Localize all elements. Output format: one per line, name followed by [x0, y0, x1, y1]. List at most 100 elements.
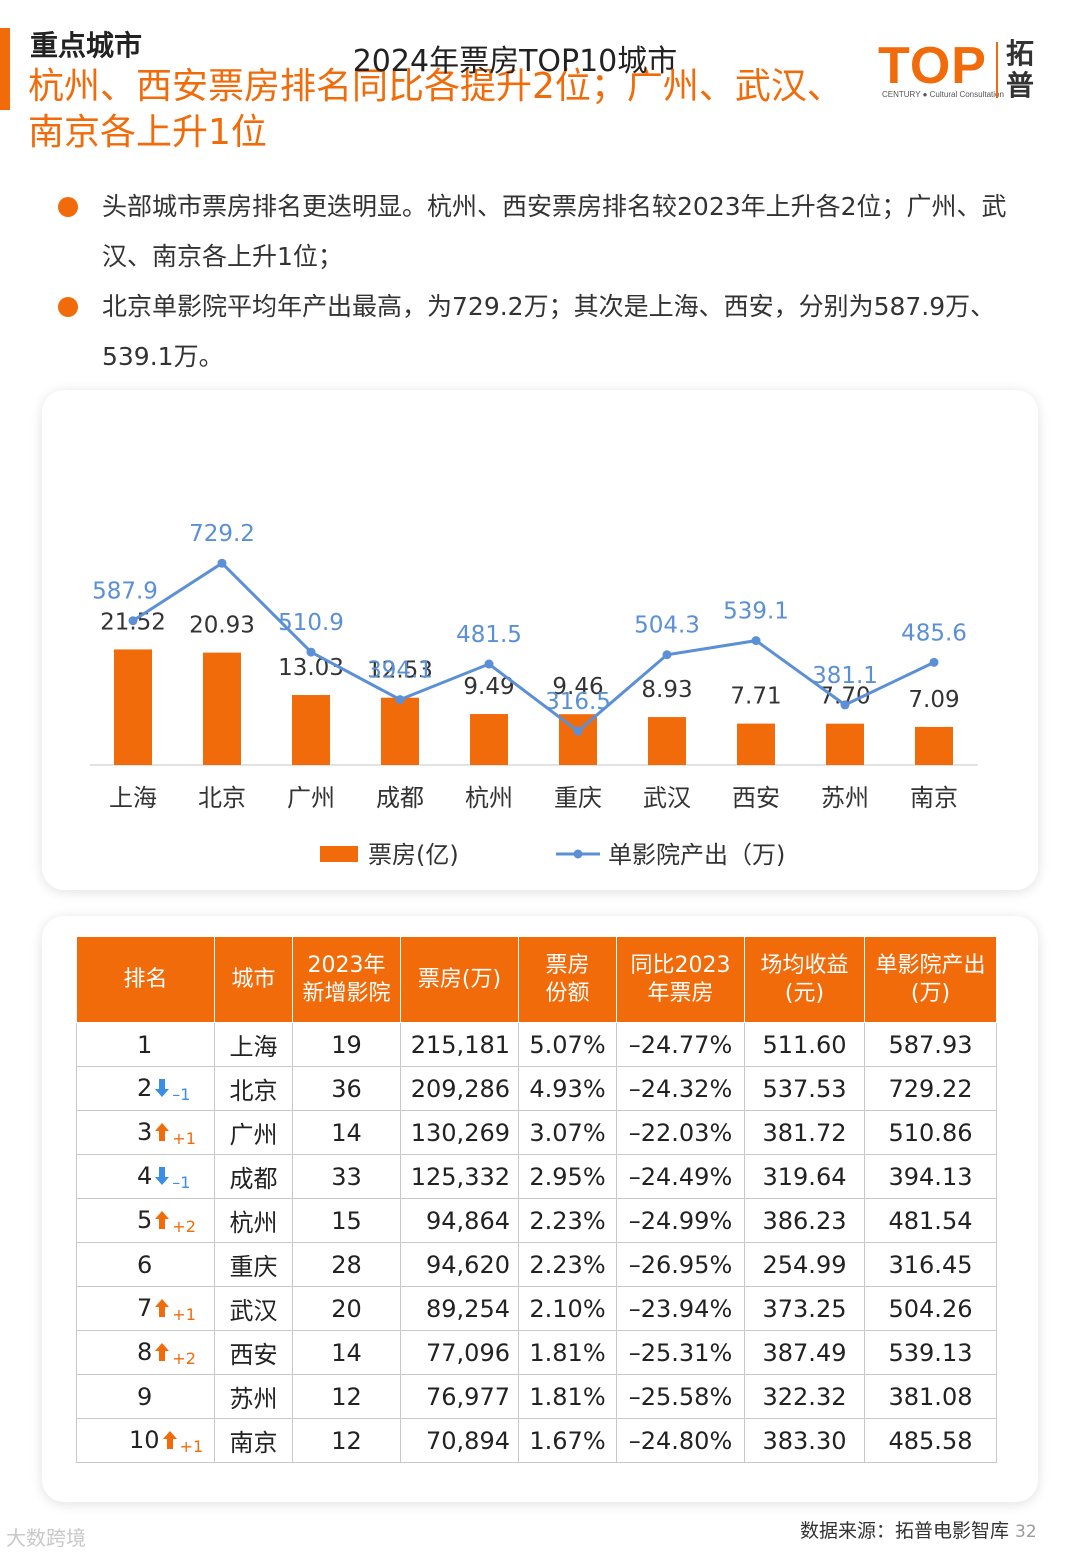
arrow-down-icon [155, 1166, 170, 1185]
line-point [751, 636, 761, 646]
bar-value-label: 13.03 [278, 655, 344, 681]
arrow-up-icon [155, 1298, 170, 1317]
rank-number: 4 [137, 1161, 153, 1190]
source-text: 数据来源：拓普电影智库 [800, 1520, 1010, 1542]
table-row: 8 +2 西安 14 77,096 1.81% –25.31% 387.49 539.13 [76, 1330, 997, 1375]
bar [737, 723, 775, 765]
line-point [395, 695, 405, 705]
city-cell: 重庆 [214, 1242, 293, 1287]
arrow-up-icon [155, 1210, 170, 1229]
share-cell: 1.67% [518, 1418, 617, 1463]
bar [114, 649, 152, 765]
new-cinemas-cell: 15 [292, 1198, 401, 1243]
line-point [306, 647, 316, 657]
box-office-cell: 89,254 [400, 1286, 519, 1331]
cinema-output-cell: 485.58 [864, 1418, 997, 1463]
yoy-cell: –24.49% [616, 1154, 745, 1199]
page-number: 32 [1015, 1522, 1037, 1542]
table-row: 7 +1 武汉 20 89,254 2.10% –23.94% 373.25 504.26 [76, 1286, 997, 1331]
rank-number: 2 [137, 1073, 153, 1102]
line-point [484, 659, 494, 669]
x-tick-label: 杭州 [465, 784, 513, 812]
page-headline: 杭州、西安票房排名同比各提升2位；广州、武汉、南京各上升1位 [28, 66, 843, 153]
x-tick-label: 上海 [109, 784, 157, 812]
box-office-cell: 70,894 [400, 1418, 519, 1463]
bar [292, 695, 330, 765]
city-cell: 武汉 [214, 1286, 293, 1331]
bar [381, 697, 419, 765]
table-row: 3 +1 广州 14 130,269 3.07% –22.03% 381.72 510.86 [76, 1110, 997, 1155]
avg-revenue-cell: 373.25 [744, 1286, 865, 1331]
column-header: 票房(万) [400, 936, 519, 1023]
column-header: 排名 [76, 936, 215, 1023]
box-office-cell: 94,864 [400, 1198, 519, 1243]
box-office-chart: 21.52上海20.93北京13.03广州12.53成都9.49杭州9.46重庆… [90, 521, 978, 869]
line-value-label: 381.1 [812, 663, 878, 689]
bar [826, 723, 864, 765]
table-row: 1 上海 19 215,181 5.07% –24.77% 511.60 587.93 [76, 1022, 997, 1067]
new-cinemas-cell: 20 [292, 1286, 401, 1331]
rank-cell: 3 +1 [76, 1110, 215, 1155]
line-value-label: 539.1 [723, 599, 789, 625]
yoy-cell: –24.99% [616, 1198, 745, 1243]
rank-cell: 2 –1 [76, 1066, 215, 1111]
cinema-output-cell: 381.08 [864, 1374, 997, 1419]
avg-revenue-cell: 322.32 [744, 1374, 865, 1419]
avg-revenue-cell: 387.49 [744, 1330, 865, 1375]
box-office-cell: 130,269 [400, 1110, 519, 1155]
bar-value-label: 8.93 [641, 677, 692, 703]
line-value-label: 504.3 [634, 613, 700, 639]
x-tick-label: 成都 [376, 784, 424, 812]
rank-cell: 4 –1 [76, 1154, 215, 1199]
column-header: 票房 份额 [518, 936, 617, 1023]
city-cell: 苏州 [214, 1374, 293, 1419]
avg-revenue-cell: 386.23 [744, 1198, 865, 1243]
x-tick-label: 广州 [287, 784, 335, 812]
rank-cell: 10 +1 [76, 1418, 215, 1463]
avg-revenue-cell: 511.60 [744, 1022, 865, 1067]
bullet-item: 头部城市票房排名更迭明显。杭州、西安票房排名较2023年上升各2位；广州、武汉、… [58, 182, 1038, 282]
line-point [840, 700, 850, 710]
legend-bar-label: 票房(亿) [368, 841, 459, 869]
output-line [132, 561, 935, 734]
top-logo: TOP CENTURY ● Cultural Consultation 拓普 [878, 36, 1058, 106]
rank-number: 1 [137, 1030, 153, 1059]
cinema-output-cell: 316.45 [864, 1242, 997, 1287]
city-cell: 成都 [214, 1154, 293, 1199]
ranking-table: 排名 城市 2023年 新增影院 票房(万) 票房 份额 同比2023 年票房 场均收益 (元) 单影… [76, 936, 997, 1463]
column-header: 场均收益 (元) [744, 936, 865, 1023]
bar-value-label: 7.71 [730, 684, 781, 710]
column-header: 2023年 新增影院 [292, 936, 401, 1023]
bar-value-label: 9.46 [552, 674, 603, 700]
cinema-output-cell: 394.13 [864, 1154, 997, 1199]
new-cinemas-cell: 28 [292, 1242, 401, 1287]
chart-card [42, 390, 1038, 890]
table-row: 5 +2 杭州 15 94,864 2.23% –24.99% 386.23 481.54 [76, 1198, 997, 1243]
table-row: 9 苏州 12 76,977 1.81% –25.58% 322.32 381.08 [76, 1374, 997, 1419]
rank-cell: 7 +1 [76, 1286, 215, 1331]
avg-revenue-cell: 319.64 [744, 1154, 865, 1199]
bar [915, 726, 953, 765]
logo-cn-text: 拓普 [1006, 37, 1035, 102]
line-value-label: 481.5 [456, 622, 522, 648]
rank-number: 5 [137, 1205, 153, 1234]
box-office-cell: 209,286 [400, 1066, 519, 1111]
rank-number: 8 [137, 1337, 153, 1366]
line-point [573, 726, 583, 736]
rank-change: –1 [172, 1172, 191, 1192]
line-value-label: 510.9 [278, 610, 344, 636]
share-cell: 2.10% [518, 1286, 617, 1331]
cinema-output-cell: 729.22 [864, 1066, 997, 1111]
share-cell: 4.93% [518, 1066, 617, 1111]
new-cinemas-cell: 14 [292, 1110, 401, 1155]
bullet-item: 北京单影院平均年产出最高，为729.2万；其次是上海、西安，分别为587.9万、… [58, 282, 1038, 382]
box-office-cell: 94,620 [400, 1242, 519, 1287]
new-cinemas-cell: 36 [292, 1066, 401, 1111]
table-row: 4 –1 成都 33 125,332 2.95% –24.49% 319.64 394.13 [76, 1154, 997, 1199]
legend-bar-swatch [320, 846, 358, 862]
new-cinemas-cell: 33 [292, 1154, 401, 1199]
new-cinemas-cell: 12 [292, 1374, 401, 1419]
yoy-cell: –25.31% [616, 1330, 745, 1375]
box-office-cell: 215,181 [400, 1022, 519, 1067]
avg-revenue-cell: 254.99 [744, 1242, 865, 1287]
